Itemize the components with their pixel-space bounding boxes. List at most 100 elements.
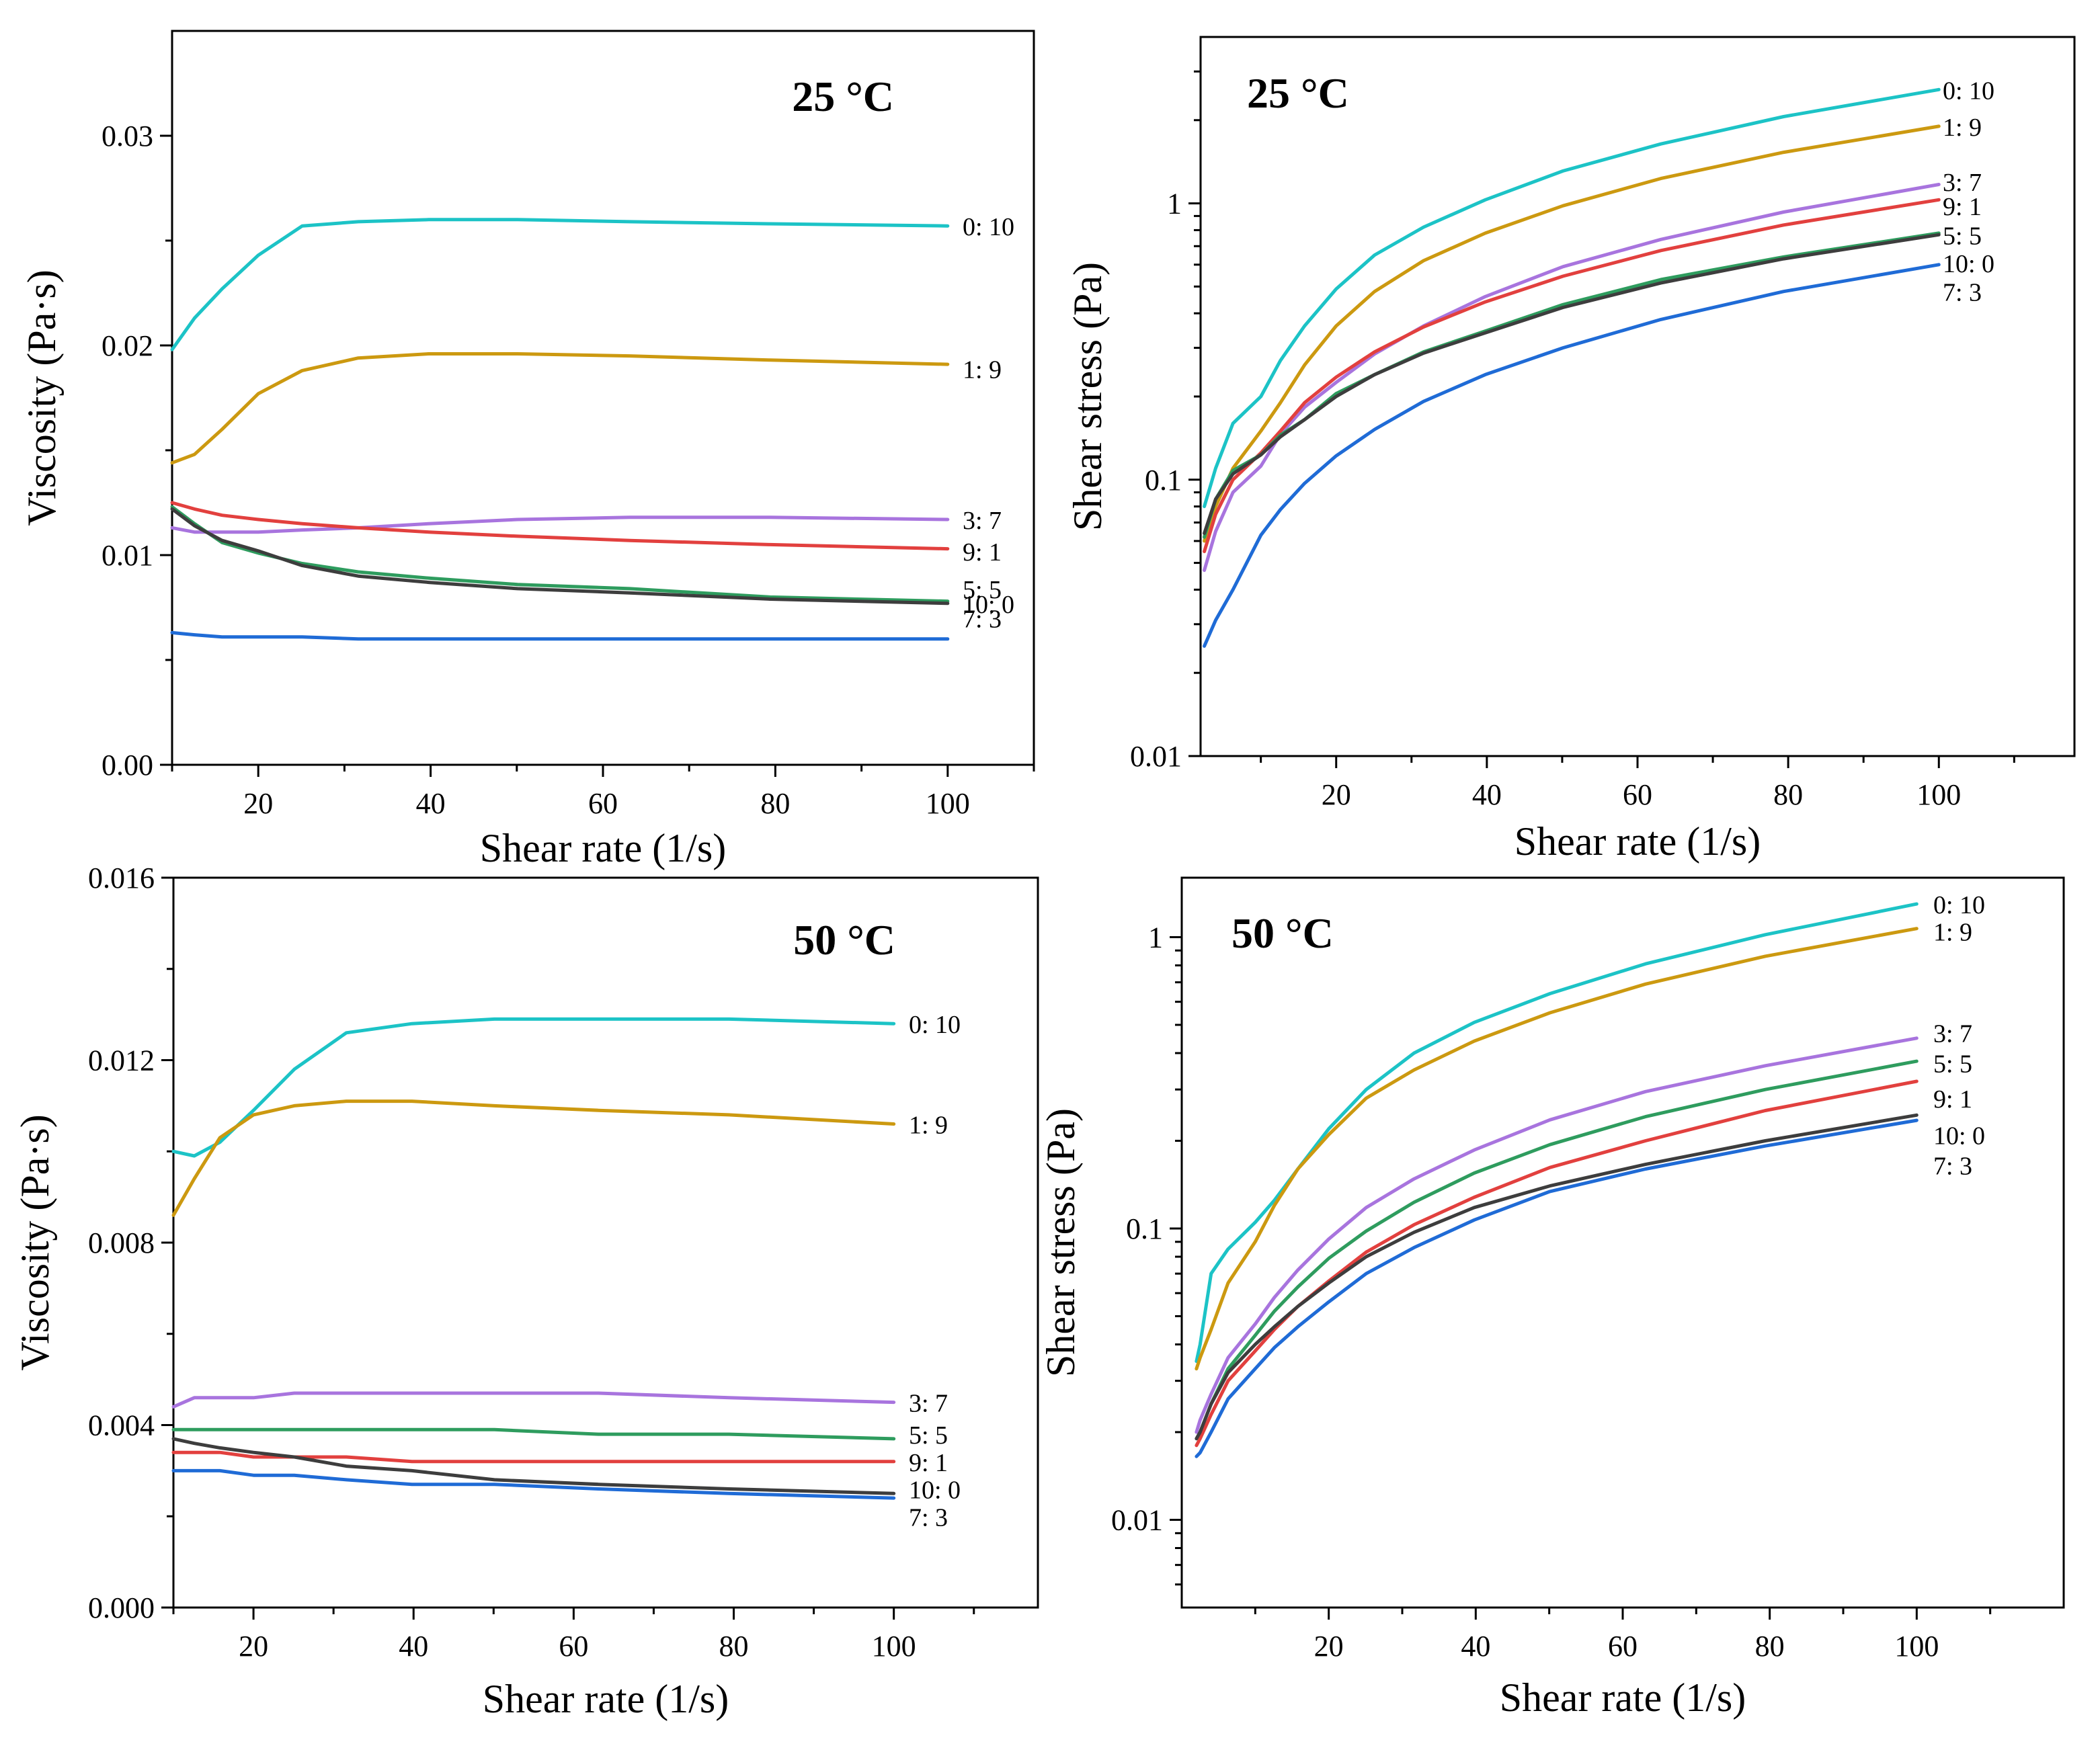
series-line bbox=[171, 1468, 896, 1500]
y-axis-title: Viscosity (Pa·s) bbox=[13, 1114, 57, 1370]
y-tick-label: 0.01 bbox=[102, 539, 153, 572]
series-line bbox=[1203, 87, 1941, 509]
series-label: 0: 10 bbox=[1943, 77, 1994, 105]
x-tick-label: 80 bbox=[719, 1630, 749, 1663]
series-label: 10: 0 bbox=[1943, 250, 1994, 278]
y-tick-label: 0.000 bbox=[88, 1591, 155, 1624]
y-tick-label: 0.012 bbox=[88, 1044, 155, 1077]
y-tick-label: 1 bbox=[1167, 188, 1182, 220]
x-tick-label: 60 bbox=[1608, 1630, 1638, 1663]
y-tick-label: 1 bbox=[1148, 921, 1163, 954]
y-tick-label: 0.02 bbox=[102, 329, 153, 362]
series-label: 5: 5 bbox=[1933, 1050, 1972, 1079]
series-label: 3: 7 bbox=[1943, 169, 1982, 197]
panel-stress-25: 20 40 60 80 100 0.01 0.1 1 0: 10 1: 9 3: 79: 15: 5… bbox=[1065, 36, 2076, 864]
series-line bbox=[170, 218, 950, 351]
plot-frame bbox=[1180, 876, 2065, 1609]
y-axis-title: Shear stress (Pa) bbox=[1065, 262, 1110, 531]
x-tick-label: 100 bbox=[1894, 1630, 1939, 1663]
y-tick-label: 0.01 bbox=[1130, 740, 1182, 773]
y-tick-label: 0.008 bbox=[88, 1226, 155, 1259]
x-tick-label: 100 bbox=[926, 787, 970, 820]
series-label: 1: 9 bbox=[909, 1112, 948, 1140]
series-line bbox=[1195, 1118, 1919, 1458]
series-label: 0: 10 bbox=[1933, 891, 1985, 919]
series-label: 5: 5 bbox=[1943, 222, 1982, 250]
series-line bbox=[171, 1450, 896, 1464]
series-label: 9: 1 bbox=[963, 538, 1002, 567]
series-label: 7: 3 bbox=[1943, 279, 1982, 307]
series-line bbox=[1203, 263, 1941, 648]
temperature-label: 25 °C bbox=[792, 73, 894, 120]
x-axis-title: Shear rate (1/s) bbox=[480, 826, 727, 870]
x-axis-title: Shear rate (1/s) bbox=[1515, 819, 1761, 864]
x-tick-label: 20 bbox=[1322, 778, 1351, 811]
series-line bbox=[1203, 198, 1941, 554]
series-line bbox=[171, 1427, 896, 1441]
series-line bbox=[171, 1099, 896, 1217]
series-line bbox=[1195, 1036, 1919, 1434]
series-line bbox=[170, 352, 950, 465]
series-label: 3: 7 bbox=[963, 507, 1002, 535]
series-label: 9: 1 bbox=[909, 1449, 948, 1477]
y-tick-label: 0.01 bbox=[1111, 1504, 1163, 1537]
x-tick-label: 20 bbox=[239, 1630, 268, 1663]
panel-viscosity-50: 20 40 60 80 100 0.000 0.004 0.008 0.012 0.016 0: 1… bbox=[13, 862, 1039, 1721]
x-tick-label: 40 bbox=[1461, 1630, 1490, 1663]
series-line bbox=[171, 1437, 896, 1495]
series-line bbox=[1203, 124, 1941, 543]
series-label: 7: 3 bbox=[909, 1503, 948, 1532]
series-label: 0: 10 bbox=[963, 213, 1014, 241]
x-axis-title: Shear rate (1/s) bbox=[483, 1677, 729, 1721]
x-axis-title: Shear rate (1/s) bbox=[1500, 1675, 1746, 1720]
series-label: 1: 9 bbox=[1933, 918, 1972, 946]
y-tick-label: 0.004 bbox=[88, 1409, 155, 1442]
series-line bbox=[1195, 902, 1919, 1364]
x-tick-label: 100 bbox=[872, 1630, 916, 1663]
panel-stress-50: 20 40 60 80 100 0.01 0.1 1 0: 101: 9 3: 75: 5 9: 1… bbox=[1039, 876, 2065, 1720]
series-line bbox=[1195, 927, 1919, 1371]
x-tick-label: 40 bbox=[399, 1630, 428, 1663]
x-tick-label: 60 bbox=[588, 787, 618, 820]
y-axis-title: Shear stress (Pa) bbox=[1039, 1108, 1083, 1377]
series-line bbox=[170, 507, 950, 606]
series-label: 1: 9 bbox=[1943, 114, 1982, 142]
y-tick-label: 0.016 bbox=[88, 862, 155, 894]
y-tick-label: 0.1 bbox=[1126, 1212, 1163, 1245]
x-tick-label: 60 bbox=[1623, 778, 1652, 811]
series-label: 0: 10 bbox=[909, 1011, 961, 1039]
series-label: 10: 0 bbox=[909, 1476, 961, 1505]
y-tick-label: 0.03 bbox=[102, 120, 153, 153]
series-label: 5: 5 bbox=[963, 576, 1002, 604]
temperature-label: 50 °C bbox=[793, 916, 895, 964]
series-line bbox=[1195, 1113, 1919, 1441]
x-tick-label: 80 bbox=[1773, 778, 1803, 811]
panel-viscosity-25: 20 40 60 80 100 0.00 0.01 0.02 0.03 0: 10 1: 9 3: 7… bbox=[19, 30, 1035, 870]
series-label: 3: 7 bbox=[1933, 1020, 1972, 1048]
series-line bbox=[171, 1391, 896, 1409]
series-label: 10: 0 bbox=[1933, 1122, 1985, 1150]
x-tick-label: 80 bbox=[1755, 1630, 1785, 1663]
x-tick-label: 100 bbox=[1916, 778, 1961, 811]
x-tick-label: 20 bbox=[1314, 1630, 1344, 1663]
temperature-label: 50 °C bbox=[1231, 909, 1334, 957]
series-line bbox=[170, 515, 950, 534]
y-tick-label: 0.1 bbox=[1145, 464, 1182, 497]
series-line bbox=[170, 630, 950, 641]
plot-frame bbox=[171, 30, 1035, 766]
series-line bbox=[1203, 231, 1941, 539]
series-line bbox=[1203, 183, 1941, 573]
x-tick-label: 40 bbox=[1472, 778, 1502, 811]
series-label: 7: 3 bbox=[1933, 1153, 1972, 1181]
x-tick-label: 20 bbox=[243, 787, 273, 820]
series-label: 10: 0 bbox=[963, 591, 1014, 619]
series-line bbox=[170, 501, 950, 551]
x-tick-label: 80 bbox=[760, 787, 790, 820]
y-tick-label: 0.00 bbox=[102, 749, 153, 782]
y-axis-title: Viscosity (Pa·s) bbox=[19, 269, 64, 526]
series-label: 7: 3 bbox=[963, 606, 1002, 634]
series-label: 1: 9 bbox=[963, 356, 1002, 384]
x-tick-label: 60 bbox=[559, 1630, 588, 1663]
series-label: 9: 1 bbox=[1943, 193, 1982, 221]
